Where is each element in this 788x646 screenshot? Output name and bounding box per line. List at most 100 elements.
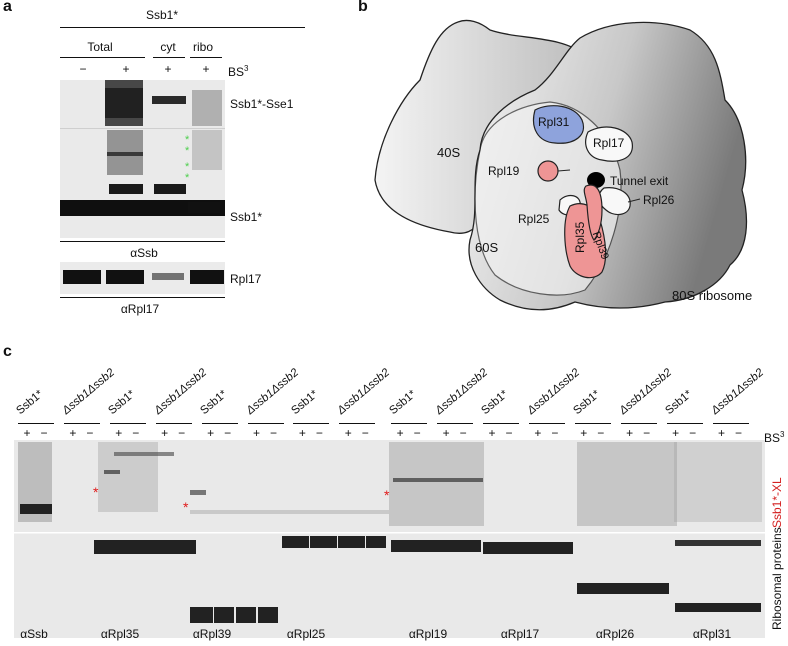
rpl31-label: Rpl31 [538,115,570,129]
panel-c-bs3-label: BS3 [764,430,785,445]
lane-sign: − [361,426,369,440]
panel-c-star-2: * [183,499,189,515]
lane-group-rule [201,423,238,424]
lane-group-rule [483,423,519,424]
antibody-label: αSsb [20,627,48,641]
lane-sign: − [551,426,559,440]
antibody-label: αRpl39 [192,627,232,641]
rpl26-label: Rpl26 [643,193,675,207]
lane-sign: − [315,426,323,440]
panel-a-strain-rule [60,27,305,28]
panel-a-star-3: * [185,161,190,173]
panel-a-star-1: * [185,134,190,146]
lane-sign: + [344,426,352,440]
panel-a-sign-2: + [122,62,130,76]
lane-group-rule [712,423,749,424]
lane-sign: + [672,426,680,440]
lane-group-rule [666,423,703,424]
lane-group-rule [155,423,192,424]
lane-sign: + [580,426,588,440]
antibody-label: αRpl31 [692,627,732,641]
panel-c-star-1: * [93,484,99,500]
lane-group-rule [574,423,611,424]
lane-sign: + [626,426,634,440]
lane-sign: + [161,426,169,440]
lane-group-rule [18,423,54,424]
panel-a-ribo-rule [190,57,222,58]
panel-c-star-3: * [384,487,390,503]
lane-group-label: Ssb1* [662,388,695,417]
lane-group-label: Ssb1* [571,388,603,417]
rpl17-shape [585,126,633,162]
lane-sign: + [534,426,542,440]
lane-group-rule [620,423,657,424]
lane-sign: − [459,426,467,440]
lane-sign: + [252,426,261,440]
lane-sign: − [597,426,605,440]
antibody-label: αRpl17 [500,627,540,641]
lane-sign: − [86,426,94,440]
panel-a-bs3-label: BS3 [228,64,249,79]
panel-a-ssb-rule [60,241,225,242]
lane-sign: − [132,426,140,440]
lane-sign: + [717,426,726,440]
antibody-label: αRpl25 [286,627,326,641]
lane-sign: + [69,426,77,440]
antibody-label: αRpl35 [100,627,140,641]
panel-a-ssb-antibody: αSsb [130,246,158,260]
lane-group-rule [437,423,474,424]
lane-sign: + [207,426,215,440]
panel-c-side-xl-label: Ssb1*-XL [770,477,784,528]
lane-sign: + [23,426,31,440]
lane-sign: − [413,426,421,440]
lane-group-rule [63,423,100,424]
lane-group-rule [391,423,428,424]
tunnel-exit-shape [587,172,605,188]
lane-group-label: Ssb1* [14,388,46,417]
lane-group-label: Ssb1* [197,388,230,417]
lane-sign: − [643,426,651,440]
lane-sign: + [396,426,404,440]
subunit-60s-label: 60S [475,240,499,255]
lane-group-label: Ssb1* [289,388,321,417]
antibody-label: αRpl26 [595,627,635,641]
lane-sign: + [488,426,496,440]
ribosome-80s-label: 80S ribosome [672,288,753,303]
lane-sign: − [689,426,697,440]
lane-sign: + [298,426,306,440]
lane-group-label: Ssb1* [106,388,138,417]
lane-sign: − [224,426,232,440]
lane-group-rule [339,423,376,424]
tunnel-exit-label: Tunnel exit [610,174,669,188]
panel-a-sign-1: − [79,62,87,76]
panel-c-side-ribosomal-label: Ribosomal proteins [770,527,784,630]
rpl19-shape [537,160,559,182]
panel-a-star-4: * [185,172,190,184]
panel-c-blot-right [389,440,765,638]
lane-group-label: Ssb1* [387,388,419,417]
panel-c-blot-left [14,440,389,638]
lane-group-rule [293,423,330,424]
subunit-40s-label: 40S [437,145,461,160]
lane-sign: − [40,426,48,440]
panel-a-total-label: Total [87,40,113,54]
panel-a-ssb1-band-label: Ssb1* [230,210,263,224]
lane-sign: − [269,426,278,440]
panel-a-star-2: * [185,145,190,157]
ribosome-diagram [374,19,748,311]
rpl35-label: Rpl35 [573,221,587,253]
panel-a-sign-3: + [164,62,172,76]
lane-group-rule [109,423,146,424]
panel-letter-a: a [3,0,12,15]
rpl25-label: Rpl25 [518,212,550,226]
panel-a-strain-label: Ssb1* [145,8,179,22]
panel-a-rpl17-antibody: αRpl17 [120,302,160,316]
panel-letter-c: c [3,343,12,360]
lane-sign: − [178,426,186,440]
lane-sign: + [115,426,123,440]
panel-a-cyt-rule [153,57,185,58]
antibody-label: αRpl19 [408,627,448,641]
panel-a-total-rule [60,57,145,58]
lane-sign: − [734,426,743,440]
panel-a-rpl17-band-label: Rpl17 [230,272,262,286]
